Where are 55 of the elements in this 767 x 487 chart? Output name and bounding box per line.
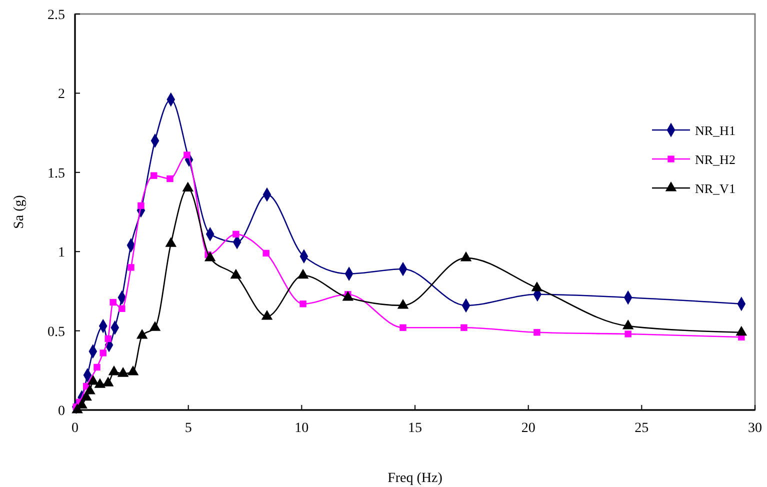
point [136, 329, 148, 339]
point [118, 305, 126, 312]
point [230, 268, 242, 279]
point [84, 384, 96, 394]
point [261, 310, 273, 320]
x-tick-label: 0 [72, 421, 78, 436]
point [397, 298, 409, 309]
point [138, 202, 144, 210]
point [94, 364, 100, 371]
x-tick-label: 10 [294, 421, 309, 436]
x-axis-title: Freq (Hz) [388, 471, 443, 486]
point [102, 376, 114, 386]
x-tick-label: 5 [184, 421, 192, 436]
point [622, 320, 634, 330]
point [534, 329, 540, 336]
x-tick-label: 15 [408, 421, 422, 436]
y-axis-title: Sa (g) [12, 194, 27, 229]
point [300, 300, 306, 308]
point [166, 175, 174, 182]
y-tick-label: 2 [58, 87, 65, 102]
point [128, 264, 134, 271]
point [297, 268, 309, 279]
point [624, 330, 632, 338]
x-tick-label: 20 [521, 421, 536, 436]
point [531, 282, 543, 292]
point [88, 374, 99, 385]
point [117, 367, 129, 377]
point [460, 251, 472, 262]
x-tick-label: 30 [748, 421, 762, 436]
point [232, 230, 240, 238]
point [184, 152, 190, 158]
y-tick-label: 1.5 [48, 166, 65, 182]
point [104, 335, 112, 342]
legend-label: NR_H1 [695, 123, 736, 138]
point [150, 172, 158, 179]
legend-label: NR_H2 [695, 152, 736, 167]
point [149, 321, 161, 331]
point [262, 250, 270, 257]
y-tick-label: 0 [58, 404, 65, 419]
y-tick-label: 1 [58, 246, 65, 261]
point [204, 251, 216, 262]
point [165, 237, 177, 247]
point [100, 350, 106, 356]
point [127, 365, 139, 376]
point [108, 365, 120, 376]
y-tick-label: 2.5 [48, 8, 65, 23]
x-tick-label: 25 [634, 421, 649, 436]
point [110, 298, 116, 306]
point [400, 324, 406, 331]
y-tick-label: 0.5 [48, 324, 65, 340]
legend-label: NR_V1 [695, 181, 736, 196]
point [94, 378, 106, 388]
point [460, 324, 468, 331]
point [342, 291, 354, 301]
point [736, 326, 748, 336]
